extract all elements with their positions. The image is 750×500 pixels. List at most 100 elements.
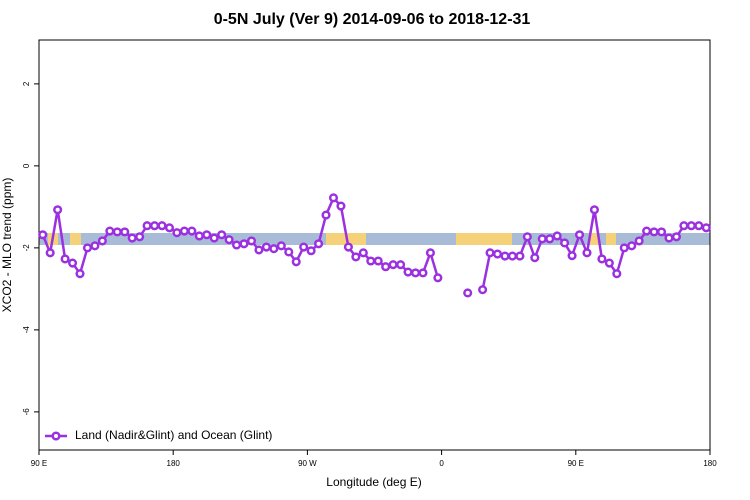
data-point	[388, 260, 398, 270]
data-point	[522, 232, 532, 242]
data-point	[284, 247, 294, 257]
data-point	[492, 249, 503, 259]
data-point	[150, 221, 160, 231]
data-point	[664, 233, 674, 243]
data-point	[552, 231, 562, 241]
data-point	[627, 241, 637, 251]
y-tick-label: -2	[22, 244, 31, 252]
data-point	[202, 230, 212, 240]
legend-label: Land (Nadir&Glint) and Ocean (Glint)	[75, 428, 272, 442]
data-point	[194, 231, 204, 241]
data-point	[351, 252, 361, 262]
data-point	[314, 239, 324, 249]
x-tick-label: 180	[167, 459, 181, 468]
data-point	[634, 236, 644, 246]
data-point	[97, 236, 107, 246]
data-point	[142, 221, 152, 231]
data-point	[38, 230, 48, 240]
land-band	[456, 233, 512, 245]
data-point	[328, 193, 339, 203]
data-point	[157, 221, 167, 231]
data-point	[53, 205, 63, 215]
data-point	[381, 262, 391, 272]
data-point	[187, 226, 197, 236]
data-point	[500, 251, 510, 261]
data-point	[105, 226, 115, 236]
data-point	[120, 227, 130, 237]
data-point	[336, 201, 346, 211]
data-point	[112, 227, 122, 237]
data-point	[515, 251, 525, 261]
data-point	[321, 210, 331, 220]
data-point	[612, 269, 622, 279]
data-point	[224, 235, 234, 245]
y-tick-label: -6	[22, 408, 31, 416]
data-point	[261, 242, 271, 252]
y-axis-label: XCO2 - MLO trend (ppm)	[0, 178, 14, 313]
x-tick-label: 90 W	[298, 459, 317, 468]
data-point	[589, 205, 599, 215]
data-point	[373, 256, 383, 266]
data-point	[217, 230, 227, 240]
data-point	[545, 234, 555, 244]
data-point	[642, 226, 652, 236]
legend-marker	[51, 431, 61, 441]
data-point	[425, 248, 435, 258]
data-point	[619, 243, 629, 253]
data-point	[686, 221, 696, 231]
data-point	[567, 251, 577, 261]
data-point	[463, 288, 473, 298]
data-point	[507, 251, 517, 261]
data-point	[582, 248, 592, 258]
data-point	[343, 242, 353, 252]
data-point	[179, 226, 189, 236]
plot-frame	[38, 39, 711, 451]
data-point	[82, 243, 93, 253]
data-point	[358, 248, 368, 258]
data-point	[418, 268, 428, 278]
data-point	[671, 232, 682, 242]
data-point	[246, 236, 257, 246]
data-point	[679, 221, 689, 231]
data-point	[127, 233, 137, 243]
data-point	[239, 239, 249, 249]
data-point	[254, 245, 264, 255]
data-point	[478, 285, 488, 295]
data-point	[656, 227, 667, 237]
x-tick-label: 90 E	[31, 459, 47, 468]
data-point	[209, 233, 219, 243]
data-point	[433, 273, 443, 283]
data-point	[172, 228, 182, 238]
data-point	[403, 267, 413, 277]
y-tick-label: 2	[22, 81, 31, 86]
chart-title: 0-5N July (Ver 9) 2014-09-06 to 2018-12-…	[214, 11, 531, 28]
data-point	[701, 223, 711, 233]
data-point	[306, 246, 316, 256]
data-point	[597, 254, 607, 264]
data-point	[75, 269, 85, 279]
data-point	[366, 256, 376, 266]
x-tick-label: 90 E	[568, 459, 584, 468]
data-point	[537, 234, 547, 244]
data-point	[410, 268, 421, 278]
data-point	[135, 232, 145, 242]
data-point	[560, 238, 570, 248]
data-point	[269, 244, 279, 254]
data-point	[68, 258, 78, 268]
data-point	[396, 260, 406, 270]
land-band	[590, 233, 599, 245]
data-point	[649, 227, 659, 237]
data-point	[574, 230, 585, 240]
data-point	[485, 248, 495, 258]
data-point	[60, 254, 70, 264]
x-tick-label: 0	[439, 459, 444, 468]
data-point	[299, 242, 309, 252]
y-tick-label: -4	[22, 326, 31, 334]
data-point	[291, 257, 301, 267]
data-point	[164, 223, 175, 233]
land-band	[606, 233, 616, 245]
data-point	[276, 241, 286, 251]
x-tick-label: 180	[703, 459, 717, 468]
y-tick-label: 0	[22, 163, 31, 168]
